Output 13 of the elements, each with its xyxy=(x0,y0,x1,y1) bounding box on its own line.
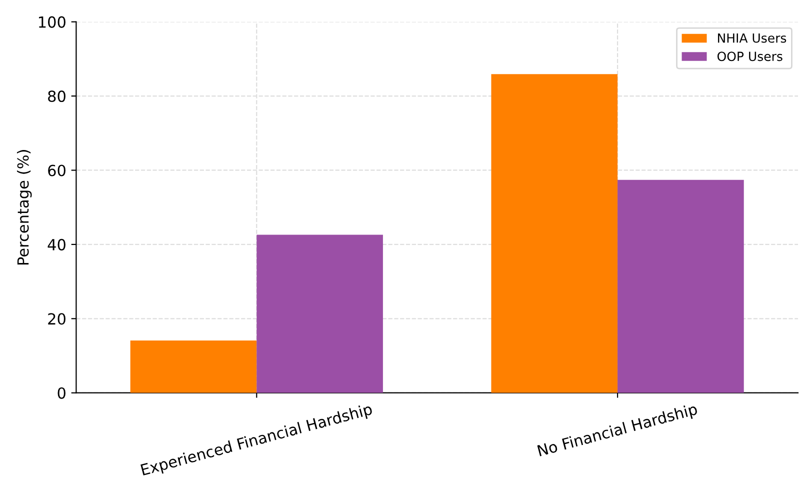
bar xyxy=(491,74,618,393)
y-tick-label: 20 xyxy=(48,313,66,325)
y-tick-label: 60 xyxy=(48,164,66,176)
y-tick-label: 40 xyxy=(48,238,66,250)
y-tick-label: 0 xyxy=(58,387,66,399)
bar xyxy=(618,180,744,393)
legend-label: NHIA Users xyxy=(718,33,786,43)
bar xyxy=(256,234,383,393)
y-tick-label: 80 xyxy=(48,90,66,102)
y-tick-label: 100 xyxy=(38,16,66,28)
bar xyxy=(130,340,257,393)
legend-label: OOP Users xyxy=(717,52,782,62)
y-axis-title: Percentage (%) xyxy=(16,150,32,264)
